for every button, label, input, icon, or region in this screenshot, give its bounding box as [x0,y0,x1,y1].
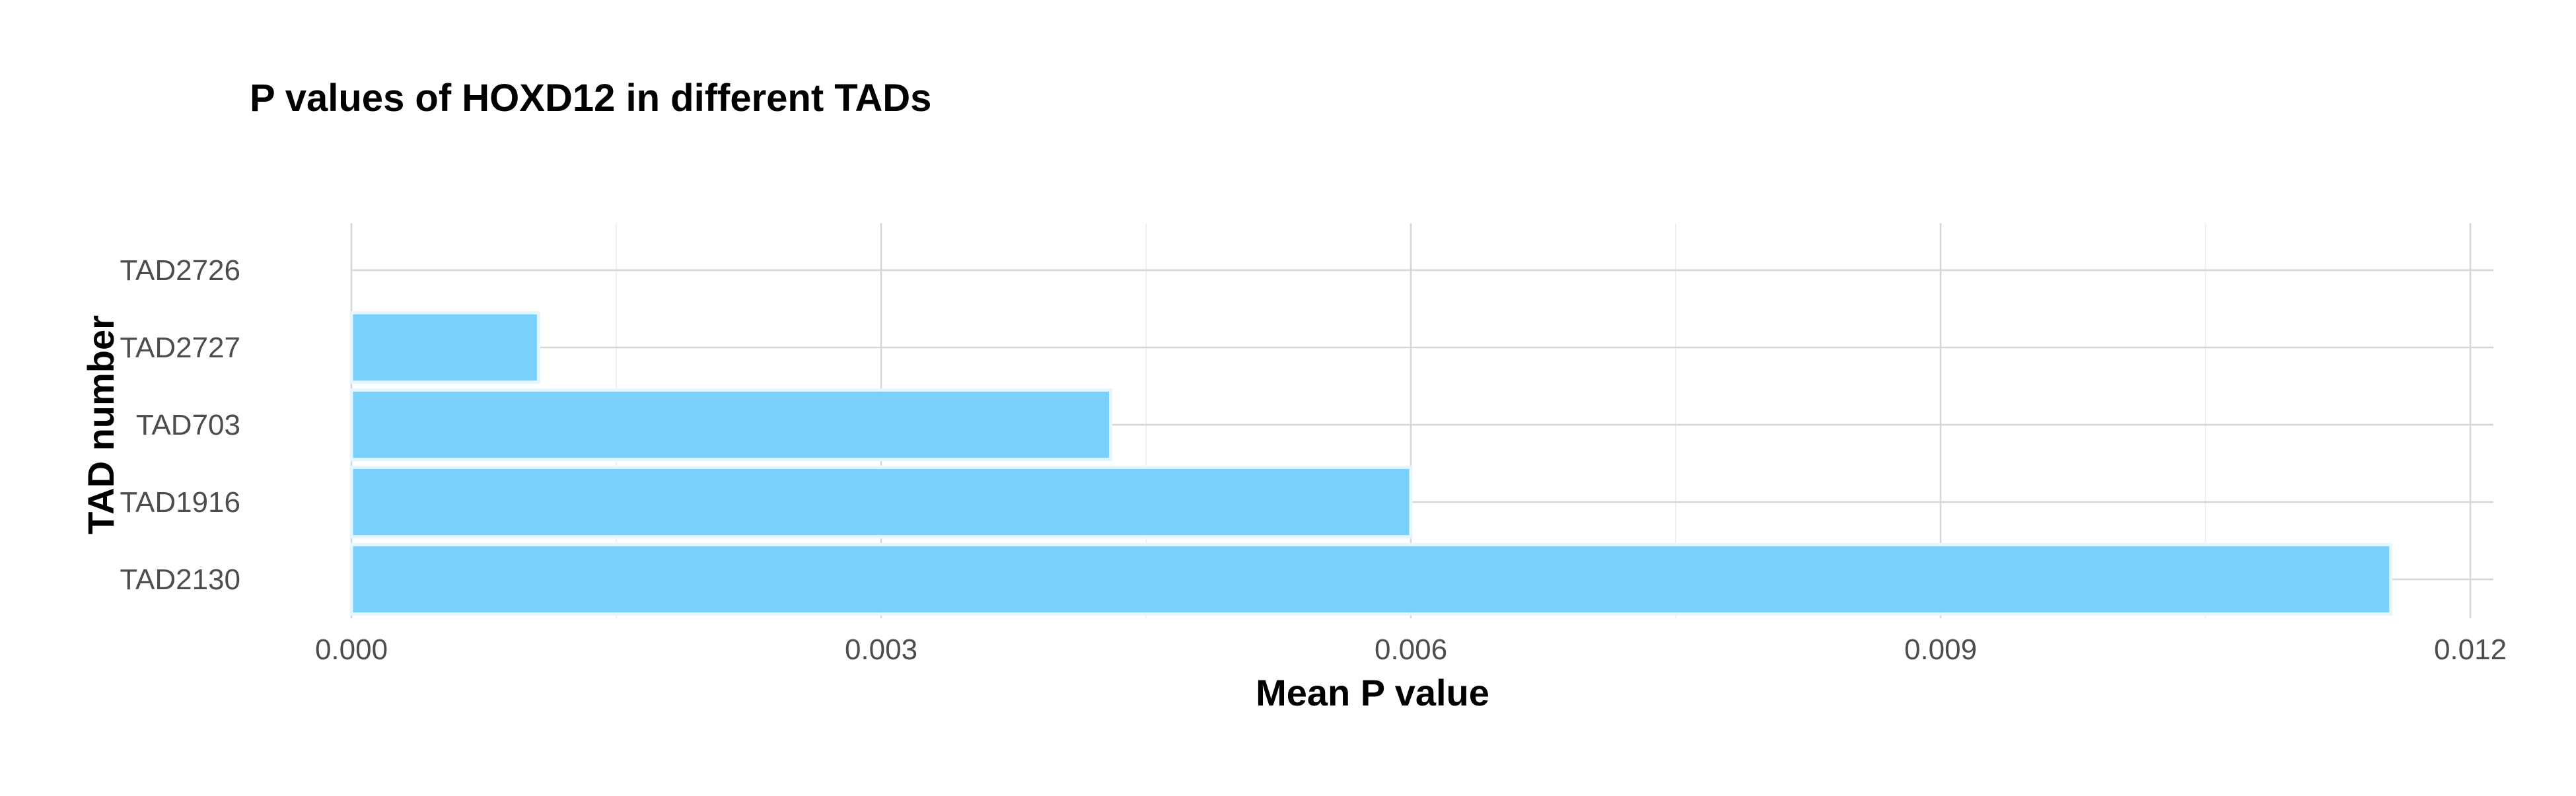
x-axis-title: Mean P value [1256,672,1489,713]
y-tick-label: TAD2726 [120,254,240,287]
bar-tad1916 [349,465,1413,539]
x-tick-label: 0.000 [315,633,388,666]
x-tick-labels: 0.000 0.003 0.006 0.009 0.012 [315,633,2507,666]
bar-tad703 [349,388,1113,462]
x-tick-label: 0.012 [2434,633,2507,666]
x-tick-label: 0.006 [1375,633,1447,666]
chart-title: P values of HOXD12 in different TADs [250,77,931,120]
x-tick-label: 0.003 [845,633,917,666]
bar-tad2130 [349,542,2393,616]
x-tick-label: 0.009 [1904,633,1977,666]
bar-tad2727 [349,310,540,384]
y-tick-label: TAD2727 [120,332,240,364]
y-axis-title: TAD number [80,315,122,534]
y-tick-label: TAD1916 [120,486,240,519]
bars [349,310,2393,616]
y-tick-label: TAD703 [136,409,240,441]
y-tick-label: TAD2130 [120,563,240,596]
y-tick-labels: TAD2726 TAD2727 TAD703 TAD1916 TAD2130 [120,254,240,596]
